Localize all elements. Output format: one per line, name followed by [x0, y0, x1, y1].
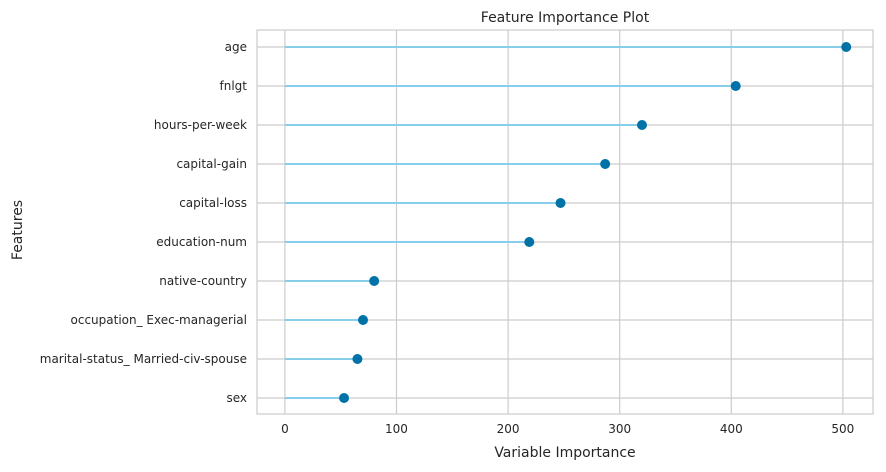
lollipop-marker	[600, 159, 611, 169]
lollipop-marker	[352, 354, 363, 364]
labels-layer: 0 100 200 300 400 500 age fnlgt hours-per-week ca…	[40, 40, 855, 436]
y-tick-label: capital-loss	[179, 196, 247, 210]
lollipop-marker	[841, 42, 852, 52]
y-tick-label: marital-status_ Married-civ-spouse	[40, 352, 247, 366]
marks-layer	[284, 42, 852, 403]
x-tick-label: 300	[608, 422, 631, 436]
y-tick-label: native-country	[159, 274, 247, 288]
x-tick-label: 0	[281, 422, 289, 436]
chart-title: Feature Importance Plot	[481, 10, 650, 26]
x-axis-label: Variable Importance	[494, 445, 635, 461]
y-axis-label: Features	[10, 200, 26, 260]
lollipop-marker	[637, 120, 647, 130]
lollipop-marker	[339, 393, 350, 403]
lollipop-marker	[730, 81, 741, 91]
lollipop-marker	[555, 198, 566, 208]
lollipop-marker	[358, 315, 369, 325]
x-tick-label: 100	[385, 422, 408, 436]
x-tick-label: 500	[831, 422, 854, 436]
y-tick-label: age	[225, 40, 247, 54]
lollipop-marker	[524, 237, 535, 247]
y-tick-label: sex	[226, 391, 247, 405]
y-tick-label: capital-gain	[176, 157, 247, 171]
grid-layer	[256, 29, 874, 415]
x-tick-label: 200	[497, 422, 520, 436]
y-tick-label: fnlgt	[220, 79, 248, 93]
lollipop-marker	[369, 276, 380, 286]
y-tick-label: occupation_ Exec-managerial	[71, 313, 248, 327]
y-tick-label: education-num	[156, 235, 247, 249]
plot-frame	[256, 29, 874, 415]
x-tick-label: 400	[720, 422, 743, 436]
y-tick-label: hours-per-week	[154, 118, 247, 132]
